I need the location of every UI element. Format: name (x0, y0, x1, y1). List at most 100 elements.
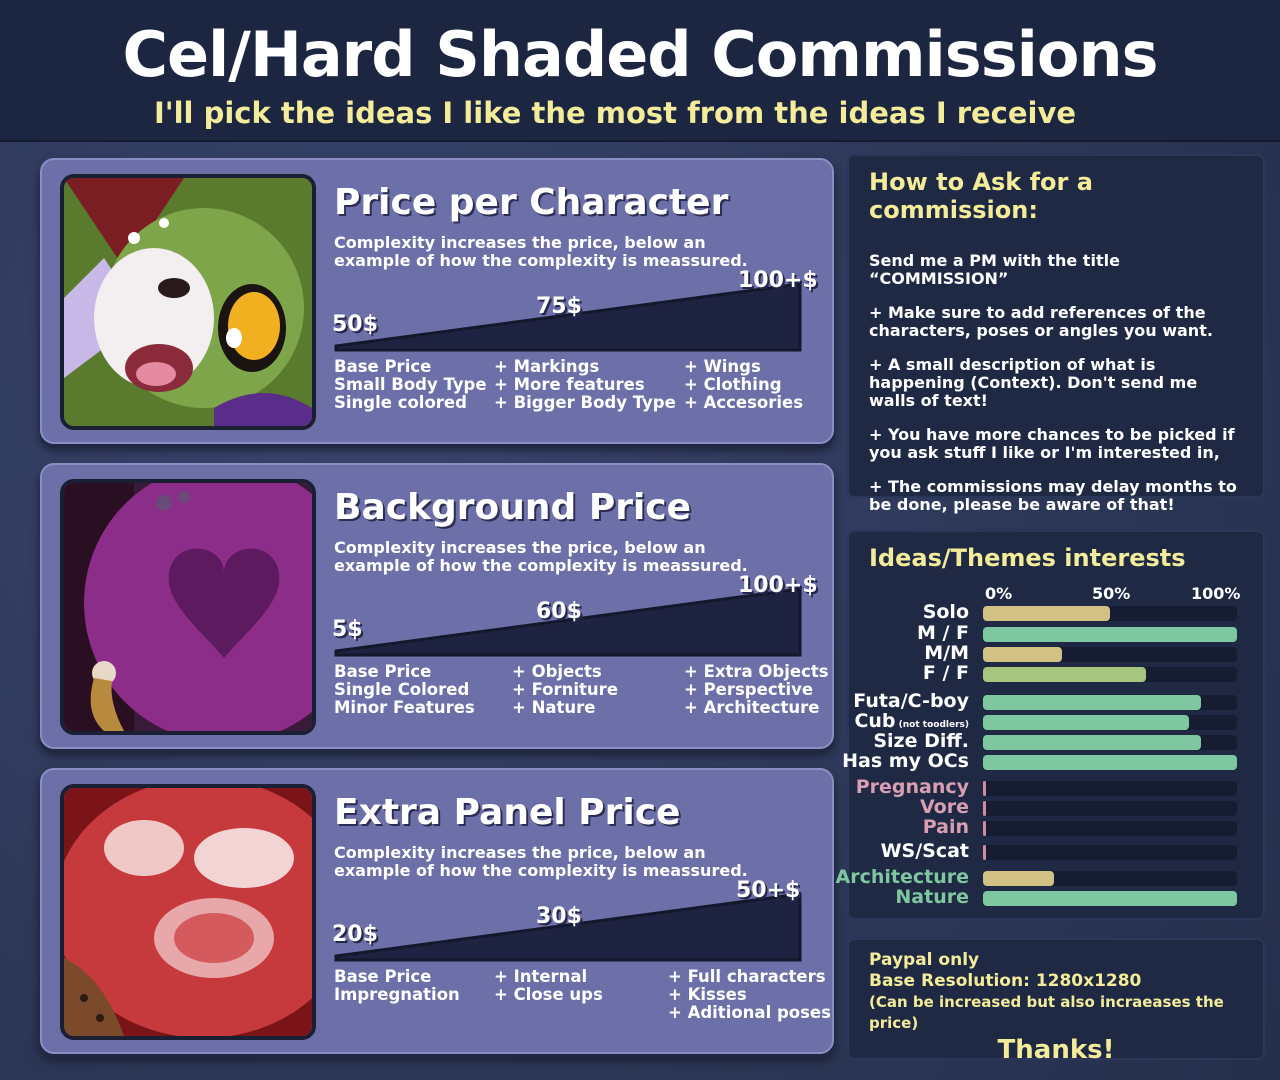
chart-title: Ideas/Themes interests (869, 544, 1186, 572)
bar-track (983, 667, 1237, 682)
bar-m-f (983, 627, 1237, 642)
price-mid: 30$ (536, 904, 582, 929)
bar-cub (983, 715, 1189, 730)
bar-label: Futa/C-boy (829, 691, 969, 711)
column-mid: + Objects + Forniture + Nature (512, 663, 618, 717)
resolution-note: (Can be increased but also incraeases th… (869, 993, 1224, 1032)
bar-label-note: (not toodlers) (895, 720, 969, 730)
bar-has-my-ocs (983, 755, 1237, 770)
bar-track (983, 735, 1237, 750)
list-item: + Full characters (668, 967, 826, 986)
howto-item: + A small description of what is happeni… (869, 355, 1198, 410)
price-high: 100+$ (738, 573, 818, 598)
bar-label: Architecture (829, 867, 969, 887)
bar-label: Has my OCs (829, 751, 969, 771)
bar-label-text: Futa/C-boy (853, 690, 969, 712)
page-subtitle: I'll pick the ideas I like the most from… (153, 96, 1077, 130)
extra-panel-price-panel: Extra Panel Price Complexity increases t… (40, 768, 834, 1054)
bar-label-text: M / F (916, 622, 969, 644)
howto-item: + The commissions may delay months to be… (869, 477, 1237, 514)
howto-intro: Send me a PM with the title “COMMISSION” (869, 251, 1120, 288)
bar-track (983, 891, 1237, 906)
column-mid: + Internal + Close ups (494, 968, 603, 1004)
list-item: Single Colored (334, 680, 470, 699)
price-wedge-graphic (334, 892, 802, 962)
bar-track (983, 781, 1237, 796)
bar-pain (983, 821, 986, 836)
bar-label-text: Pregnancy (855, 776, 969, 798)
bar-track (983, 647, 1237, 662)
list-item: + Aditional poses (668, 1003, 831, 1022)
bar-label-text: Size Diff. (873, 730, 969, 752)
header-banner: Cel/Hard Shaded Commissions I'll pick th… (0, 0, 1280, 142)
bar-m-m (983, 647, 1062, 662)
bar-nature (983, 891, 1237, 906)
tick-label: 100% (1191, 584, 1241, 603)
howto-title: How to Ask for a commission: (869, 168, 1093, 224)
bar-track (983, 801, 1237, 816)
payment-info-panel: Paypal only Base Resolution: 1280x1280 (… (847, 938, 1265, 1063)
bar-ws-scat (983, 845, 986, 860)
list-item: + Nature (512, 698, 596, 717)
how-to-ask-panel: How to Ask for a commission: Send me a P… (847, 154, 1265, 514)
list-item: + Forniture (512, 680, 619, 699)
column-base: Base Price Single Colored Minor Features (334, 663, 475, 717)
bar-architecture (983, 871, 1055, 886)
price-low: 20$ (332, 922, 378, 947)
bar-track (983, 695, 1237, 710)
column-high: + Full characters + Kisses + Aditional p… (668, 968, 831, 1022)
price-wedge-graphic (334, 587, 802, 657)
list-item: Minor Features (334, 698, 475, 717)
price-low: 50$ (332, 312, 378, 337)
payment-line: Paypal only (869, 950, 980, 970)
list-item: Small Body Type (334, 375, 487, 394)
list-item: + Clothing (684, 375, 782, 394)
price-wedge-graphic (334, 282, 802, 352)
price-per-character-panel: Price per Character Complexity increases… (40, 158, 834, 444)
list-item: + Objects (512, 662, 602, 681)
panel-title: Background Price (334, 487, 692, 528)
column-high: + Wings + Clothing + Accesories (684, 358, 803, 412)
list-item: Impregnation (334, 985, 460, 1004)
bar-label-text: WS/Scat (880, 840, 969, 862)
column-high: + Extra Objects + Perspective + Architec… (684, 663, 829, 717)
bar-track (983, 755, 1237, 770)
tick-label: 0% (985, 584, 1013, 603)
bar-label: Pain (829, 817, 969, 837)
bar-label-text: Architecture (835, 866, 969, 888)
bar-label: Solo (829, 602, 969, 622)
panel-description: Complexity increases the price, below an… (334, 843, 748, 880)
list-item: + Architecture (684, 698, 820, 717)
bar-label: M / F (829, 623, 969, 643)
howto-item: + You have more chances to be picked if … (869, 425, 1235, 462)
bar-label-text: Has my OCs (842, 750, 969, 772)
bar-track (983, 715, 1237, 730)
list-item: Base Price (334, 357, 432, 376)
bar-label-text: Nature (895, 886, 969, 908)
column-base: Base Price Impregnation (334, 968, 460, 1004)
bar-label: Nature (829, 887, 969, 907)
bar-label: F / F (829, 663, 969, 683)
bar-label-text: Pain (922, 816, 969, 838)
resolution-line: Base Resolution: 1280x1280 (869, 971, 1142, 991)
bar-label: Vore (829, 797, 969, 817)
price-mid: 75$ (536, 294, 582, 319)
howto-item: + Make sure to add references of the cha… (869, 303, 1213, 340)
background-price-panel: Background Price Complexity increases th… (40, 463, 834, 749)
bar-track (983, 606, 1237, 621)
bar-track (983, 845, 1237, 860)
panel-description: Complexity increases the price, below an… (334, 538, 748, 575)
list-item: Single colored (334, 393, 467, 412)
list-item: + Extra Objects (684, 662, 829, 681)
bar-solo (983, 606, 1110, 621)
bar-size-diff- (983, 735, 1202, 750)
background-heart-image (60, 479, 316, 735)
bar-label-text: F / F (922, 662, 969, 684)
column-base: Base Price Small Body Type Single colore… (334, 358, 487, 412)
price-high: 50+$ (736, 878, 801, 903)
price-low: 5$ (332, 617, 363, 642)
bar-track (983, 871, 1237, 886)
list-item: + More features (494, 375, 645, 394)
list-item: + Bigger Body Type (494, 393, 676, 412)
bar-label: WS/Scat (829, 841, 969, 861)
